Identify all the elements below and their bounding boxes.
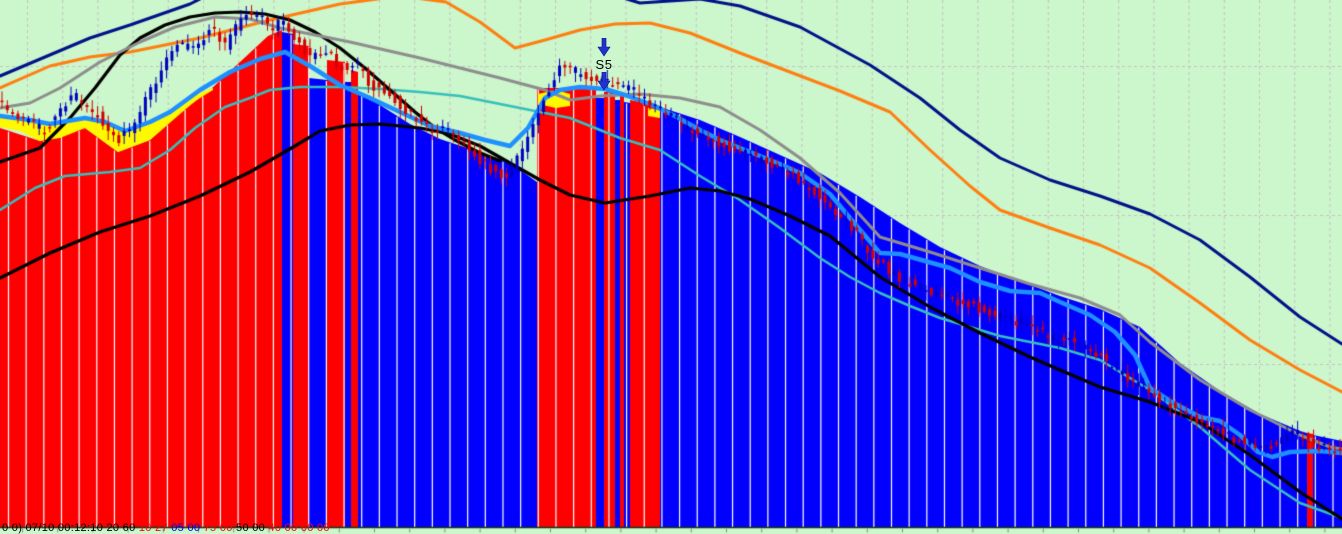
indicator-status-line: 0 0) 07/10 00:12:10 20 60 10 27 05 00 75…: [2, 522, 330, 534]
status-segment: 10 27: [138, 522, 172, 534]
status-segment: 50 00: [236, 522, 269, 534]
sell-signal-marker: S5: [591, 38, 617, 91]
status-segment: 0 0) 07/10 00:12:10 20 60: [2, 522, 139, 534]
signal-label: S5: [595, 57, 613, 72]
arrow-down-icon: [597, 72, 611, 91]
arrow-down-icon: [597, 38, 611, 57]
status-segment: 75 00: [203, 522, 237, 534]
status-segment: 05 00: [171, 522, 204, 534]
status-segment: 40 00 60 00: [268, 522, 330, 534]
